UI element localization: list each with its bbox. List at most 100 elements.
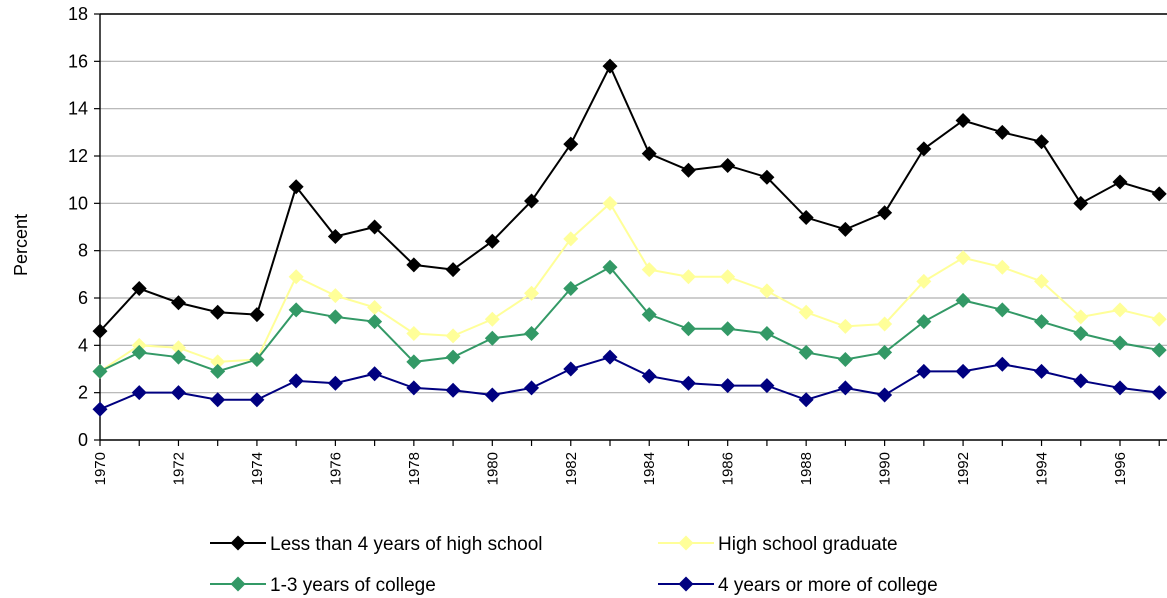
data-point	[1034, 363, 1050, 379]
data-point	[641, 146, 657, 162]
data-point	[406, 380, 422, 396]
series-clip-group	[92, 58, 1167, 417]
data-point	[406, 326, 422, 341]
data-point	[837, 380, 853, 396]
x-tick-label: 1996	[1112, 452, 1129, 485]
data-point	[916, 273, 932, 289]
series-line	[99, 265, 1160, 373]
y-tick-label: 10	[68, 193, 88, 213]
y-tick-label: 4	[78, 335, 88, 355]
data-point	[210, 363, 226, 379]
legend-item: 4 years or more of college	[658, 575, 938, 596]
data-point	[837, 221, 853, 237]
data-point	[641, 307, 657, 323]
data-point	[170, 295, 186, 311]
data-point	[798, 304, 814, 320]
data-point	[994, 356, 1010, 372]
data-point	[1151, 311, 1167, 327]
data-point	[837, 318, 853, 334]
y-tick-label: 6	[78, 288, 88, 308]
data-point	[288, 269, 304, 285]
legend-marker	[230, 576, 246, 592]
data-point	[759, 378, 775, 394]
x-tick-label: 1990	[877, 452, 894, 485]
series-4	[92, 349, 1167, 417]
data-point	[1112, 174, 1128, 190]
data-point	[170, 340, 186, 356]
data-point	[1112, 302, 1128, 318]
data-point	[367, 314, 383, 330]
legend: Less than 4 years of high school High sch…	[210, 534, 938, 596]
data-point	[877, 316, 893, 332]
data-point	[602, 259, 618, 275]
data-point	[327, 288, 343, 304]
data-point	[131, 344, 147, 360]
data-point	[484, 311, 500, 327]
data-point	[563, 361, 579, 377]
data-point	[563, 231, 579, 247]
data-point	[955, 113, 971, 128]
series-line	[99, 63, 1160, 332]
y-tick-label: 16	[68, 51, 88, 71]
data-point	[288, 302, 304, 318]
data-point	[720, 378, 736, 394]
y-tick-label: 12	[68, 146, 88, 166]
data-point	[210, 354, 226, 370]
data-point	[131, 281, 147, 297]
x-tick-label: 1978	[406, 452, 423, 485]
data-point	[484, 330, 500, 346]
data-point	[1073, 326, 1089, 341]
data-point	[877, 387, 893, 403]
data-point	[92, 401, 108, 417]
y-tick-labels: 0 2 4 6 8 10 12 14 16 18	[68, 4, 88, 450]
data-point	[955, 250, 971, 266]
data-point	[916, 141, 932, 157]
data-point	[1034, 273, 1050, 289]
legend-label: 1-3 years of college	[270, 575, 436, 596]
data-point	[1034, 134, 1050, 150]
series-line	[99, 356, 1160, 411]
data-point	[1151, 385, 1167, 401]
x-tick-label: 1974	[249, 452, 266, 485]
legend-item: 1-3 years of college	[210, 575, 436, 596]
legend-label: High school graduate	[718, 534, 898, 555]
legend-label: 4 years or more of college	[718, 575, 938, 596]
data-point	[759, 169, 775, 185]
data-point	[877, 205, 893, 221]
data-point	[602, 349, 618, 365]
data-point	[837, 352, 853, 368]
y-tick-label: 2	[78, 383, 88, 403]
y-tick-label: 0	[78, 430, 88, 450]
data-point	[249, 352, 265, 368]
x-tick-label: 1994	[1034, 452, 1051, 485]
x-tick-label: 1992	[955, 452, 972, 485]
data-point	[484, 387, 500, 403]
legend-marker	[678, 576, 694, 592]
data-point	[798, 392, 814, 408]
data-point	[524, 285, 540, 301]
data-point	[680, 375, 696, 391]
legend-label: Less than 4 years of high school	[270, 534, 543, 555]
data-point	[720, 157, 736, 173]
data-point	[955, 363, 971, 379]
data-point	[484, 233, 500, 249]
y-tick-label: 8	[78, 241, 88, 261]
data-point	[131, 385, 147, 401]
data-point	[994, 302, 1010, 318]
series-1	[92, 58, 1167, 339]
data-point	[563, 136, 579, 152]
data-point	[680, 321, 696, 337]
y-tick-label: 14	[68, 99, 88, 119]
data-point	[249, 392, 265, 408]
data-point	[680, 162, 696, 178]
data-point	[955, 292, 971, 308]
x-tick-label: 1980	[484, 452, 501, 485]
data-point	[288, 373, 304, 389]
data-point	[563, 281, 579, 297]
chart-axes	[94, 13, 1167, 446]
data-point	[877, 344, 893, 360]
x-tick-label: 1982	[563, 452, 580, 485]
data-point	[327, 375, 343, 391]
data-point	[367, 366, 383, 382]
data-point	[210, 392, 226, 408]
